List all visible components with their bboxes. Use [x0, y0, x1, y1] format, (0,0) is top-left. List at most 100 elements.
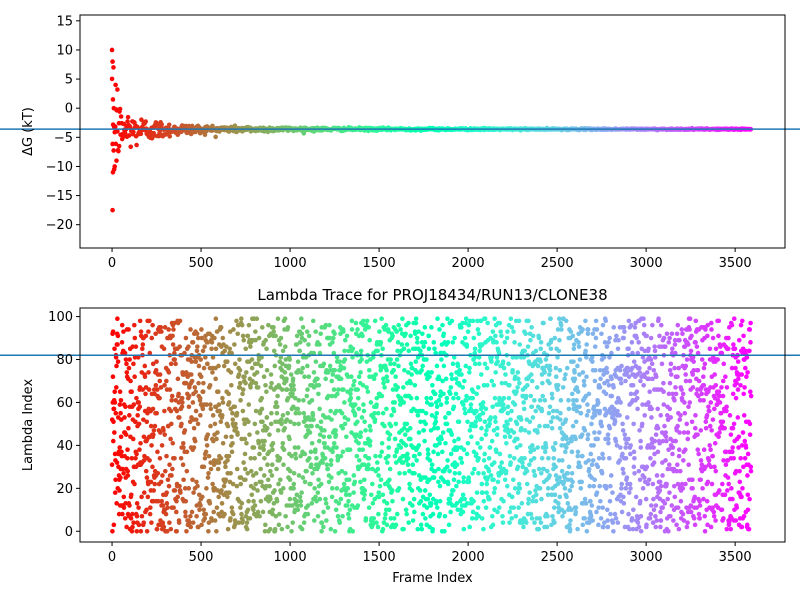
lambda-point: [655, 449, 661, 455]
lambda-point: [648, 511, 654, 517]
lambda-point: [621, 494, 626, 500]
lambda-point: [443, 376, 449, 382]
lambda-point: [251, 445, 257, 450]
lambda-point: [621, 325, 627, 330]
lambda-point: [654, 518, 660, 523]
lambda-point: [295, 406, 301, 412]
lambda-point: [745, 492, 751, 498]
lambda-point: [553, 464, 558, 470]
lambda-point: [461, 526, 467, 532]
lambda-point: [701, 398, 706, 403]
lambda-point: [483, 406, 489, 412]
dg-point: [166, 122, 172, 128]
lambda-point: [192, 438, 198, 444]
lambda-point: [595, 464, 601, 470]
lambda-point: [139, 513, 145, 519]
lambda-point: [493, 333, 498, 339]
lambda-point: [723, 462, 729, 468]
lambda-point: [699, 357, 705, 362]
lambda-point: [423, 410, 429, 416]
lambda-point: [738, 322, 744, 328]
lambda-point: [328, 526, 334, 532]
lambda-point: [176, 391, 181, 397]
lambda-point: [631, 421, 636, 427]
lambda-point: [683, 447, 688, 452]
lambda-point: [505, 404, 511, 410]
lambda-point: [719, 385, 724, 390]
lambda-point: [583, 501, 589, 506]
lambda-point: [638, 438, 643, 444]
lambda-point: [615, 520, 621, 525]
lambda-point: [391, 516, 397, 521]
lambda-point: [649, 415, 654, 420]
lambda-point: [309, 423, 314, 429]
lambda-point: [144, 419, 150, 425]
lambda-point: [472, 466, 477, 472]
lambda-point: [114, 385, 119, 390]
lambda-point: [346, 516, 352, 521]
lambda-point: [712, 464, 717, 470]
lambda-point: [165, 477, 171, 483]
lambda-point: [691, 359, 696, 364]
lambda-point: [678, 498, 684, 504]
lambda-x-tick-label: 1500: [363, 550, 396, 565]
lambda-point: [744, 522, 750, 528]
lambda-point: [306, 342, 311, 347]
lambda-point: [162, 468, 168, 474]
lambda-point: [508, 417, 513, 422]
lambda-point: [560, 513, 565, 519]
lambda-point: [272, 363, 278, 369]
lambda-point: [443, 415, 448, 420]
lambda-point: [555, 382, 561, 388]
lambda-point: [227, 346, 233, 352]
lambda-point: [226, 391, 231, 397]
lambda-point: [297, 340, 303, 345]
lambda-point: [704, 498, 710, 504]
lambda-point: [420, 363, 426, 369]
lambda-point: [563, 417, 569, 422]
lambda-point: [240, 518, 246, 523]
lambda-point: [580, 327, 585, 332]
lambda-point: [491, 460, 497, 465]
lambda-point: [313, 359, 319, 364]
lambda-point: [586, 458, 591, 463]
lambda-point: [285, 410, 291, 416]
lambda-point: [287, 436, 292, 442]
lambda-point: [710, 335, 716, 341]
lambda-point: [356, 374, 362, 379]
lambda-point: [328, 458, 334, 463]
lambda-point: [724, 526, 730, 532]
lambda-point: [667, 406, 673, 412]
lambda-point: [490, 404, 495, 410]
lambda-x-tick-label: 3000: [630, 550, 663, 565]
lambda-point: [423, 516, 428, 521]
lambda-point: [267, 483, 272, 489]
lambda-point: [603, 318, 609, 324]
lambda-point: [229, 434, 234, 440]
lambda-point: [264, 367, 270, 373]
lambda-point: [629, 516, 635, 521]
lambda-point: [341, 387, 346, 392]
lambda-point: [586, 466, 592, 472]
lambda-point: [373, 453, 378, 459]
lambda-point: [401, 346, 407, 352]
lambda-point: [325, 505, 331, 510]
lambda-point: [366, 367, 372, 373]
lambda-point: [511, 329, 516, 334]
lambda-point: [220, 400, 226, 405]
lambda-point: [499, 333, 504, 339]
lambda-point: [556, 348, 562, 354]
lambda-point: [337, 520, 343, 525]
lambda-point: [548, 346, 554, 352]
lambda-point: [437, 327, 442, 332]
lambda-point: [356, 440, 361, 446]
lambda-point: [358, 348, 364, 354]
lambda-point: [686, 342, 691, 347]
lambda-point: [660, 505, 665, 510]
lambda-point: [690, 477, 695, 483]
lambda-point: [271, 325, 276, 330]
lambda-x-tick-label: 500: [189, 550, 214, 565]
lambda-point: [288, 419, 293, 425]
lambda-point: [311, 518, 317, 523]
lambda-point: [360, 318, 366, 324]
